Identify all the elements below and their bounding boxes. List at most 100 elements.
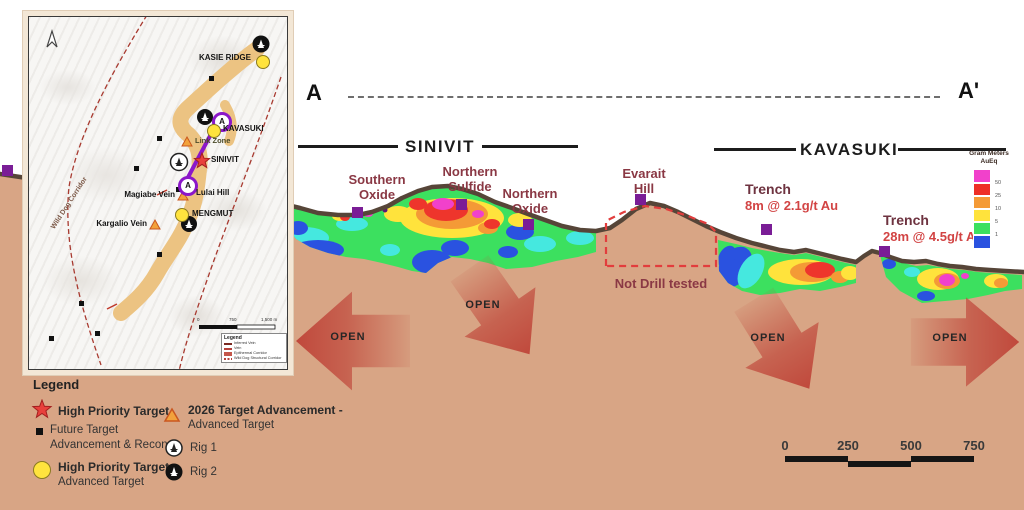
colorbar-swatch [973, 169, 991, 184]
map-mini-legend-title: Legend [224, 335, 242, 341]
structural-corridor-dashed-west [67, 17, 147, 366]
yellow-circle-icon [175, 208, 189, 222]
kavasuki-header: KAVASUKI [800, 140, 899, 159]
open-label: OPEN [465, 299, 501, 311]
colorbar-tick: 50 [995, 180, 1002, 186]
square-icon [79, 301, 84, 306]
map-scale-1500: 1,500 m [261, 317, 278, 322]
heatmap-sinivit [284, 188, 596, 273]
square-icon [95, 331, 100, 336]
map-label-magiabe-vein: Magiabe Vein [124, 190, 175, 199]
legend-rig1-label: Rig 1 [190, 442, 217, 454]
legend-swatch [224, 347, 232, 350]
triangle-icon [181, 135, 193, 147]
map-label-mengmut: MENGMUT [192, 209, 234, 218]
scalebar-tick: 250 [837, 438, 859, 453]
map-scalebar-segment [199, 325, 237, 329]
legend-high-priority-label: High Priority Target [58, 404, 170, 418]
strike-arrow [106, 303, 118, 310]
not-drill-tested-label: Not Drill tested [614, 276, 708, 291]
section-dashed-line [348, 96, 940, 98]
terrain-surface [0, 171, 1024, 275]
legend-hp-advanced-line2: Advanced Target [58, 476, 145, 488]
colorbar-swatch [973, 234, 991, 249]
yellow-circle-icon [207, 124, 221, 138]
map-scale-750: 750 [229, 317, 237, 322]
star-icon [31, 399, 53, 419]
legend-swatch [224, 357, 232, 360]
trench2-value: 28m @ 4.5g/t Au [883, 229, 984, 244]
legend-2026-line2: Advanced Target [188, 419, 275, 431]
square-icon [36, 428, 43, 435]
section-end-label: A' [958, 78, 980, 103]
rig1-icon [169, 152, 189, 172]
colorbar-swatch [973, 182, 991, 197]
yellow-circle-icon [256, 55, 270, 69]
sinivit-header-line-right [482, 145, 578, 148]
map-label-kargalio-vein: Kargalio Vein [96, 219, 147, 228]
scalebar-segment [848, 461, 911, 467]
gold-corridor-band [113, 41, 265, 321]
map-label-sinivit: SINIVIT [211, 155, 240, 164]
colorbar-tick: 5 [995, 219, 999, 225]
colorbar-tick: 10 [995, 206, 1002, 212]
rig2-icon [197, 109, 213, 125]
legend-hp-advanced-line1: High Priority Target - [58, 460, 177, 474]
map-features [46, 17, 282, 369]
legend-2026-line1: 2026 Target Advancement - [188, 403, 343, 417]
trench2-title: Trench [883, 212, 929, 228]
legend-future-target-line1: Future Target [50, 424, 119, 436]
target-marker-square [635, 194, 646, 205]
colorbar-title-line2: AuEq [980, 158, 998, 165]
strike-arrow [156, 189, 168, 196]
target-marker-square [879, 246, 890, 257]
square-icon [134, 166, 139, 171]
target-marker-square [2, 165, 13, 176]
scalebar-tick: 0 [781, 438, 789, 453]
rig1-icon [165, 439, 183, 457]
sinivit-header: SINIVIT [404, 137, 475, 156]
section-start-label: A [306, 80, 322, 105]
map-label-lulai-hill: Lulai Hill [196, 188, 230, 197]
scalebar-segment [785, 456, 848, 462]
north-arrow-icon [46, 28, 58, 48]
section-marker-a: A [178, 176, 198, 196]
map-mini-legend: Legend Inferred Vein Vein Epithermal Cor… [221, 333, 287, 363]
legend-swatch [224, 351, 232, 356]
zone-label-evarait-hill: Evarait Hill [622, 166, 666, 196]
scalebar-tick: 500 [900, 438, 922, 453]
trench1-title: Trench [745, 181, 791, 197]
square-icon [49, 336, 54, 341]
legend-future-target-line2: Advancement & Recon [50, 439, 168, 451]
inset-location-map: KASIE RIDGE A KAVASUKI Link Zone SINIVIT… [28, 16, 288, 370]
yellow-circle-icon [33, 461, 51, 479]
rig2-icon [252, 35, 270, 53]
target-marker-square [523, 219, 534, 230]
colorbar-swatch [973, 221, 991, 236]
map-scalebar-segment [236, 324, 276, 330]
structural-corridor-dashed-east [178, 76, 282, 369]
star-icon [193, 151, 211, 169]
map-label-kavasuki: KAVASUKI [223, 124, 264, 133]
not-drill-tested-outline [604, 204, 718, 268]
square-icon [157, 252, 162, 257]
zone-label-northern-sulfide: Northern Sulfide [442, 164, 498, 194]
map-label-link-zone: Link Zone [195, 136, 231, 145]
legend-rig2-label: Rig 2 [190, 466, 217, 478]
rig2-icon [165, 463, 183, 481]
colorbar-blocks: 50 25 10 5 1 [973, 169, 1001, 249]
scalebar-tick: 750 [963, 438, 985, 453]
target-marker-square [456, 199, 467, 210]
colorbar-swatch [973, 208, 991, 223]
kavasuki-header-line-right [898, 148, 1006, 151]
target-marker-square [352, 207, 363, 218]
map-scale-0: 0 [197, 317, 200, 322]
square-icon [209, 76, 214, 81]
colorbar-tick: 25 [995, 193, 1002, 199]
colorbar-swatch [973, 195, 991, 210]
open-label: OPEN [932, 332, 968, 344]
target-marker-square [761, 224, 772, 235]
colorbar-title-line1: Gram Meters [969, 150, 1009, 157]
legend-swatch [224, 342, 232, 345]
